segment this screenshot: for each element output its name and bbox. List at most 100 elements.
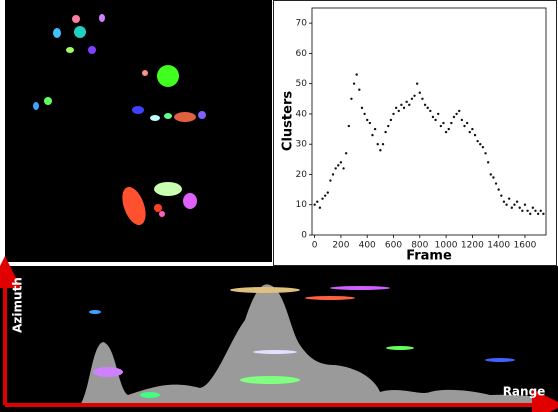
point (394, 106, 398, 110)
point (387, 124, 390, 128)
point (329, 179, 332, 182)
point (323, 194, 327, 197)
point (468, 130, 471, 134)
point (444, 130, 448, 134)
point (371, 133, 374, 137)
point (415, 82, 419, 85)
x-tick-label: 200 (332, 241, 349, 251)
point (331, 173, 335, 176)
point (534, 209, 537, 212)
point (494, 182, 498, 185)
x-tick-label: 800 (411, 241, 428, 251)
point (316, 200, 319, 203)
x-tick-label: 400 (359, 241, 376, 251)
y-tick-label: 20 (296, 170, 308, 180)
point (408, 103, 411, 107)
point (321, 197, 324, 200)
point (539, 209, 542, 212)
point (418, 91, 421, 94)
point (513, 203, 516, 206)
y-tick-label: 50 (296, 79, 308, 89)
point (431, 115, 435, 119)
point (502, 200, 506, 203)
point (473, 133, 477, 137)
point (344, 152, 348, 155)
point (405, 100, 408, 104)
point (326, 191, 329, 194)
point (447, 127, 450, 131)
point (350, 97, 353, 101)
point (355, 73, 358, 76)
point (368, 121, 372, 125)
range-label: Range (503, 385, 546, 399)
point (337, 164, 340, 167)
point (381, 143, 385, 146)
x-tick-label: 1000 (435, 241, 458, 251)
point (434, 118, 437, 122)
point (358, 88, 361, 91)
point (515, 200, 519, 203)
point (442, 121, 445, 125)
point (471, 127, 474, 131)
point (476, 139, 479, 143)
point (439, 124, 443, 128)
x-axis-title: Frame (406, 249, 452, 264)
point (465, 121, 469, 125)
point (463, 124, 466, 128)
point (523, 203, 527, 206)
point (510, 206, 514, 209)
point (400, 103, 403, 107)
point (486, 161, 490, 164)
y-tick-label: 30 (296, 140, 308, 150)
point (484, 152, 487, 155)
point (437, 112, 440, 116)
x-tick-label: 0 (312, 241, 318, 251)
point (413, 94, 416, 97)
point (481, 146, 485, 149)
point (518, 206, 521, 209)
point (497, 188, 500, 191)
point (460, 118, 464, 122)
point (379, 149, 382, 152)
y-axis-title: Clusters (281, 91, 296, 151)
y-tick-label: 0 (301, 231, 307, 241)
x-tick-label: 1200 (461, 241, 484, 251)
cluster-panel (5, 0, 272, 262)
azimuth-label: Azimuth (11, 277, 25, 333)
point (489, 173, 492, 176)
point (384, 130, 387, 134)
y-tick-label: 70 (296, 19, 308, 29)
point (318, 206, 322, 209)
point (366, 118, 369, 122)
point (360, 106, 364, 110)
point (313, 203, 316, 206)
point (423, 103, 427, 107)
plot-area (311, 7, 547, 236)
point (429, 109, 432, 113)
point (347, 124, 351, 128)
point (521, 209, 524, 212)
point (542, 212, 545, 216)
point (479, 143, 482, 146)
point (389, 118, 393, 122)
point (334, 167, 337, 170)
point (500, 194, 503, 197)
point (455, 112, 458, 116)
point (507, 197, 511, 200)
point (529, 212, 532, 216)
point (363, 112, 366, 116)
x-tick-label: 1400 (487, 241, 510, 251)
point (410, 97, 414, 101)
point (421, 97, 424, 101)
point (352, 82, 356, 85)
point (392, 112, 395, 116)
point (531, 206, 535, 209)
x-tick-label: 1600 (514, 241, 537, 251)
point (526, 209, 529, 212)
x-tick-label: 600 (385, 241, 402, 251)
point (452, 115, 456, 119)
point (397, 109, 400, 113)
range-azimuth-panel (0, 266, 558, 412)
plot-panel (273, 0, 557, 266)
